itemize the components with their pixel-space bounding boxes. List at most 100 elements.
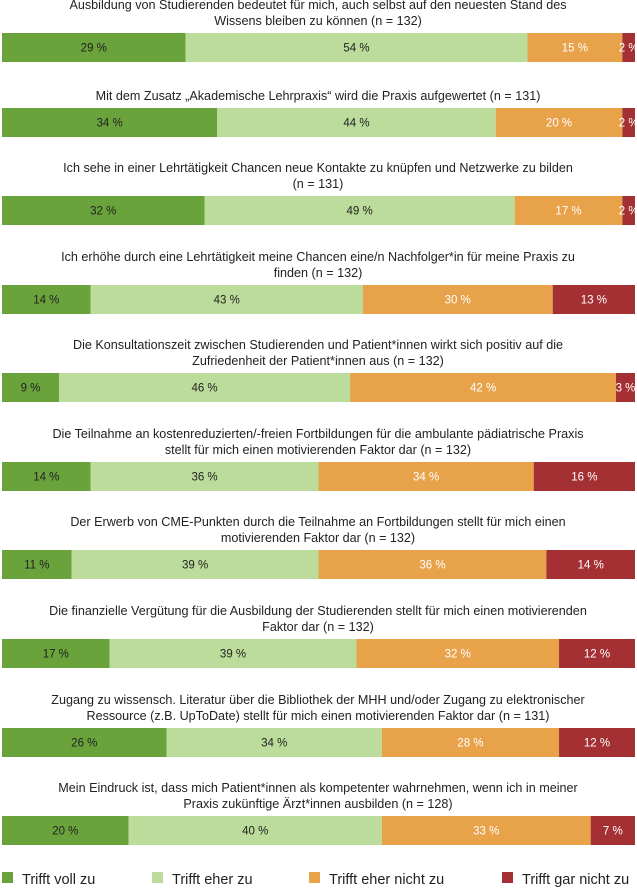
question-group: Die Konsultationszeit zwischen Studieren… [2, 338, 635, 402]
segment-trifft-eher-zu [58, 373, 351, 402]
question-title: (n = 131) [293, 177, 344, 191]
data-label: 17 % [555, 206, 581, 218]
data-label: 43 % [214, 295, 240, 307]
segment-trifft-eher-zu [217, 108, 496, 137]
question-group: Ich erhöhe durch eine Lehrtätigkeit mein… [2, 250, 635, 314]
segment-trifft-gar-nicht-zu [546, 550, 635, 579]
data-label: 26 % [71, 738, 97, 750]
data-label: 11 % [24, 560, 49, 572]
data-label: 32 % [90, 206, 116, 218]
data-label: 30 % [445, 295, 471, 307]
question-title: Die Teilnahme an kostenreduzierten/-frei… [52, 427, 583, 441]
data-label: 14 % [578, 560, 604, 572]
data-label: 20 % [52, 826, 78, 838]
question-title: Die Konsultationszeit zwischen Studieren… [73, 338, 563, 352]
segment-trifft-eher-zu [90, 462, 319, 491]
data-label: 14 % [33, 472, 59, 484]
legend-item: Trifft eher zu [152, 872, 253, 888]
data-label: 46 % [191, 383, 217, 395]
data-label: 36 % [419, 560, 445, 572]
question-group: Zugang zu wissensch. Literatur über die … [2, 693, 635, 757]
question-group: Die finanzielle Vergütung für die Ausbil… [2, 604, 635, 668]
data-label: 13 % [581, 295, 607, 307]
segment-trifft-gar-nicht-zu [559, 728, 635, 757]
data-label: 7 % [603, 826, 623, 838]
question-title: Ich erhöhe durch eine Lehrtätigkeit mein… [61, 250, 575, 264]
segment-trifft-gar-nicht-zu [622, 108, 635, 137]
segment-trifft-gar-nicht-zu [622, 196, 635, 225]
segment-trifft-eher-zu [166, 728, 382, 757]
legend-item: Trifft voll zu [2, 872, 95, 888]
segment-trifft-voll-zu [2, 639, 110, 668]
question-title: Faktor dar (n = 132) [262, 620, 374, 634]
segment-trifft-eher-zu [90, 285, 363, 314]
segment-trifft-eher-nicht-zu [350, 373, 617, 402]
data-label: 14 % [33, 295, 59, 307]
legend-item: Trifft eher nicht zu [309, 872, 444, 888]
data-label: 36 % [191, 472, 217, 484]
segment-trifft-voll-zu [2, 285, 91, 314]
segment-trifft-eher-zu [109, 639, 357, 668]
question-group: Ich sehe in einer Lehrtätigkeit Chancen … [2, 161, 637, 225]
question-title: motivierenden Faktor dar (n = 132) [221, 531, 415, 545]
data-label: 16 % [571, 472, 597, 484]
segment-trifft-voll-zu [2, 550, 72, 579]
legend-label: Trifft eher zu [172, 872, 253, 888]
segment-trifft-eher-nicht-zu [318, 550, 547, 579]
legend-label: Trifft voll zu [22, 872, 95, 888]
data-label: 39 % [220, 649, 246, 661]
segment-trifft-eher-zu [128, 816, 382, 845]
segment-trifft-eher-zu [185, 33, 528, 62]
question-title: Mein Eindruck ist, dass mich Patient*inn… [58, 781, 577, 795]
question-title: Der Erwerb von CME-Punkten durch die Tei… [70, 515, 565, 529]
segment-trifft-gar-nicht-zu [533, 462, 635, 491]
data-label: 33 % [473, 826, 499, 838]
segment-trifft-gar-nicht-zu [552, 285, 635, 314]
question-title: Die finanzielle Vergütung für die Ausbil… [49, 604, 587, 618]
segment-trifft-voll-zu [2, 816, 129, 845]
data-label: 32 % [445, 649, 471, 661]
question-title: Ich sehe in einer Lehrtätigkeit Chancen … [63, 161, 573, 175]
data-label: 20 % [546, 118, 572, 130]
data-label: 17 % [43, 649, 69, 661]
segment-trifft-eher-nicht-zu [514, 196, 623, 225]
data-label: 2 % [619, 118, 637, 130]
question-group: Mein Eindruck ist, dass mich Patient*inn… [2, 781, 635, 845]
segment-trifft-eher-nicht-zu [527, 33, 623, 62]
segment-trifft-eher-zu [71, 550, 319, 579]
segment-trifft-gar-nicht-zu [590, 816, 635, 845]
segment-trifft-eher-nicht-zu [495, 108, 623, 137]
segment-trifft-voll-zu [2, 33, 186, 62]
question-group: Mit dem Zusatz „Akademische Lehrpraxis“ … [2, 89, 637, 137]
segment-trifft-eher-nicht-zu [318, 462, 534, 491]
data-label: 39 % [182, 560, 208, 572]
data-label: 28 % [457, 738, 483, 750]
legend-swatch [502, 872, 513, 883]
segment-trifft-voll-zu [2, 728, 167, 757]
data-label: 15 % [562, 43, 588, 55]
legend-item: Trifft gar nicht zu [502, 872, 629, 888]
legend: Trifft voll zu Trifft eher zu Trifft eher … [2, 872, 629, 888]
question-title: stellt für mich einen motivierenden Fakt… [165, 443, 471, 457]
segment-trifft-gar-nicht-zu [616, 373, 635, 402]
segment-trifft-voll-zu [2, 462, 91, 491]
data-label: 40 % [242, 826, 268, 838]
legend-swatch [2, 872, 13, 883]
legend-swatch [152, 872, 163, 883]
data-label: 34 % [413, 472, 439, 484]
data-label: 12 % [584, 738, 610, 750]
question-title: Zugang zu wissensch. Literatur über die … [51, 693, 584, 707]
segment-trifft-voll-zu [2, 108, 218, 137]
data-label: 12 % [584, 649, 610, 661]
legend-label: Trifft eher nicht zu [329, 872, 444, 888]
segment-trifft-voll-zu [2, 373, 59, 402]
data-label: 2 % [619, 206, 637, 218]
question-title: Praxis zukünftige Ärzt*innen ausbilden (… [183, 797, 452, 811]
data-label: 34 % [261, 738, 287, 750]
legend-swatch [309, 872, 320, 883]
question-group: Der Erwerb von CME-Punkten durch die Tei… [2, 515, 635, 579]
question-title: Wissens bleiben zu können (n = 132) [214, 14, 422, 28]
segment-trifft-eher-nicht-zu [381, 728, 560, 757]
data-label: 2 % [619, 43, 637, 55]
